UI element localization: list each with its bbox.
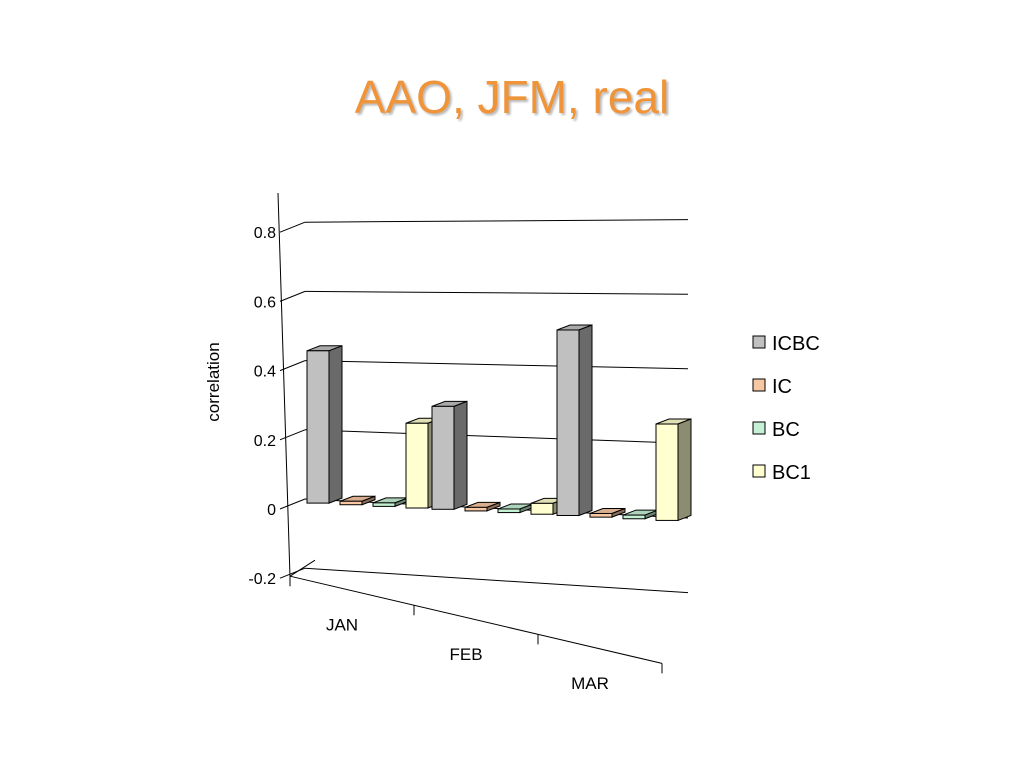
legend-label-bc1: BC1	[772, 462, 811, 484]
bar-front-face	[655, 423, 679, 521]
gridline	[304, 290, 689, 295]
category-axis: JAN FEB MAR	[289, 576, 663, 693]
category-label: JAN	[326, 616, 358, 635]
bar-front-face	[589, 512, 613, 518]
bar-front-face	[431, 405, 455, 510]
gridline-left-tick	[279, 567, 306, 579]
legend-label-icbc: ICBC	[772, 333, 820, 355]
legend-swatch-icbc	[752, 335, 766, 349]
bar-front-face	[464, 506, 488, 512]
y-tick-label: 0.4	[254, 364, 276, 381]
category-label: MAR	[571, 674, 609, 693]
bar-bc1-mar	[655, 418, 692, 522]
bar-side-face	[453, 400, 468, 511]
gridline	[304, 429, 689, 444]
legend-swatch-bc1	[752, 464, 766, 478]
bar-side-face	[578, 324, 593, 517]
floor-front-edge	[289, 575, 663, 664]
bar-icbc-feb	[431, 400, 468, 511]
bar-front-face	[306, 350, 330, 504]
gridline	[304, 567, 689, 594]
slide-title: AAO, JFM, real	[354, 71, 670, 123]
gridline	[304, 360, 689, 370]
bar-ic-jan	[339, 495, 376, 506]
y-tick-label: 0.6	[254, 294, 276, 311]
gridline-left-tick	[279, 498, 306, 510]
bar-bc-mar	[622, 509, 659, 520]
bar-front-face	[497, 508, 521, 514]
floor-left-edge	[289, 559, 316, 577]
bar-icbc-jan	[306, 345, 343, 504]
chart-walls	[277, 192, 291, 578]
bar-front-face	[622, 514, 646, 520]
bar-front-face	[339, 500, 363, 506]
bar-ic-feb	[464, 501, 501, 512]
gridlines	[279, 219, 689, 664]
bar-front-face	[372, 502, 396, 507]
legend-swatch-bc	[752, 421, 766, 435]
y-tick-label: 0	[267, 502, 276, 519]
legend-label-bc: BC	[772, 419, 800, 441]
legend-swatch-ic	[752, 378, 766, 392]
gridline-left-tick	[279, 290, 306, 302]
y-tick-label: 0.8	[254, 225, 276, 242]
bar-front-face	[405, 422, 429, 509]
y-axis-title: correlation	[204, 342, 223, 421]
bar-ic-mar	[589, 507, 626, 518]
gridline-left-tick	[279, 429, 306, 441]
gridline-left-tick	[279, 360, 306, 372]
bar-front-face	[556, 329, 580, 517]
y-axis-ticks: 0.8 0.6 0.4 0.2 0 -0.2	[248, 225, 276, 588]
bar-icbc-mar	[556, 324, 593, 517]
y-axis-line	[277, 192, 291, 578]
bar-bc-feb	[497, 503, 534, 514]
bar-front-face	[530, 502, 554, 515]
category-label: FEB	[449, 645, 482, 664]
y-tick-label: -0.2	[248, 571, 276, 588]
legend-label-ic: IC	[772, 376, 792, 398]
bar-side-face	[677, 418, 692, 522]
gridline-left-tick	[279, 221, 306, 233]
gridline	[304, 219, 689, 223]
bar-side-face	[328, 345, 343, 504]
y-tick-label: 0.2	[254, 433, 276, 450]
bar-bc-jan	[372, 497, 409, 508]
bars	[306, 324, 692, 522]
